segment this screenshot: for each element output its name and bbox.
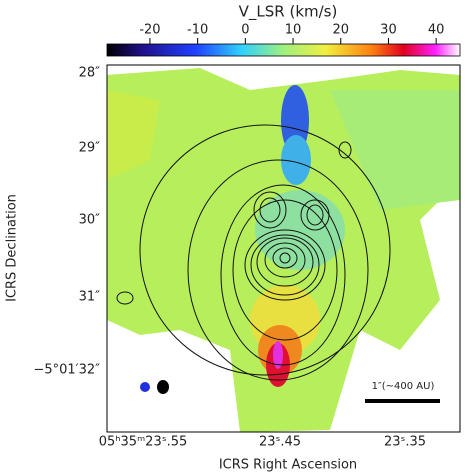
- colorbar-tick-label: 10: [285, 23, 302, 38]
- velocity-map: [107, 65, 460, 432]
- colorbar-tick-label: 30: [380, 23, 397, 38]
- y-axis-label: ICRS Declination: [5, 194, 20, 302]
- x-tick-label: 23ˢ.45: [259, 435, 301, 450]
- x-axis-label: ICRS Right Ascension: [219, 458, 357, 473]
- colorbar-tick-label: 20: [332, 23, 349, 38]
- colorbar: [106, 43, 461, 57]
- colorbar-tick-label: 40: [428, 23, 445, 38]
- y-tick-label: −5°01′32″: [33, 363, 100, 378]
- colorbar-tick-label: -10: [187, 23, 208, 38]
- scale-bar-label: 1″(~400 AU): [372, 381, 435, 392]
- x-tick-label: 23ˢ.35: [384, 435, 426, 450]
- colorbar-tick-label: 0: [241, 23, 249, 38]
- y-tick-label: 28″: [79, 66, 101, 81]
- x-tick-label: 05ʰ35ᵐ23ˢ.55: [99, 435, 188, 450]
- y-tick-label: 29″: [79, 141, 101, 156]
- y-tick-label: 30″: [79, 213, 101, 228]
- colorbar-tick-label: -20: [139, 23, 160, 38]
- y-tick-label: 31″: [79, 290, 101, 305]
- colorbar-title: V_LSR (km/s): [239, 3, 338, 22]
